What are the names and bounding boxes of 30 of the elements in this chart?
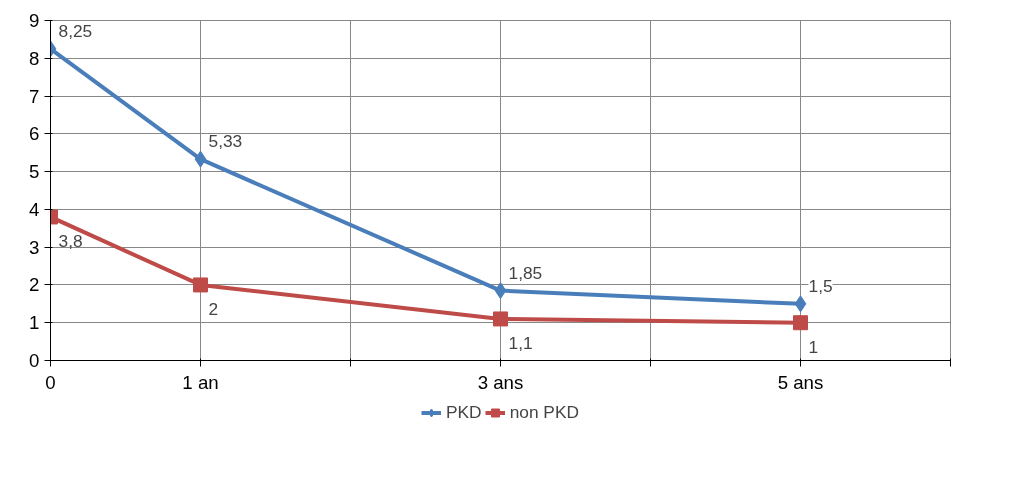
legend-label: non PKD (509, 401, 579, 423)
data-label: 1,5 (808, 275, 833, 296)
data-label: 2 (208, 298, 219, 319)
point (194, 150, 207, 168)
y-tick-label: 0 (29, 350, 40, 371)
data-label: 3,8 (58, 230, 83, 251)
y-tick-label: 9 (29, 10, 40, 31)
y-tick-label: 1 (29, 312, 40, 334)
point (493, 311, 508, 327)
y-tick-label: 8 (29, 47, 40, 69)
data-label: 1,1 (508, 332, 533, 353)
x-tick-label: 5 ans (777, 371, 824, 393)
y-tick-label: 6 (29, 123, 40, 145)
y-tick-label: 3 (29, 236, 40, 258)
y-tick-label: 2 (29, 274, 40, 296)
data-label: 1 (808, 336, 819, 357)
data-label: 5,33 (208, 131, 243, 152)
y-tick-label: 5 (29, 161, 40, 183)
point (793, 315, 808, 331)
point (494, 282, 507, 300)
x-tick-label: 3 ans (477, 371, 524, 393)
y-tick-label: 7 (29, 85, 40, 107)
point (193, 277, 208, 293)
x-tick-label: 0 (45, 371, 56, 393)
point (794, 295, 807, 313)
x-tick-label: 1 an (182, 371, 219, 393)
y-tick-label: 4 (29, 198, 40, 220)
data-label: 1,85 (508, 262, 543, 283)
legend-label: PKD (446, 401, 482, 423)
data-label: 8,25 (58, 20, 93, 41)
